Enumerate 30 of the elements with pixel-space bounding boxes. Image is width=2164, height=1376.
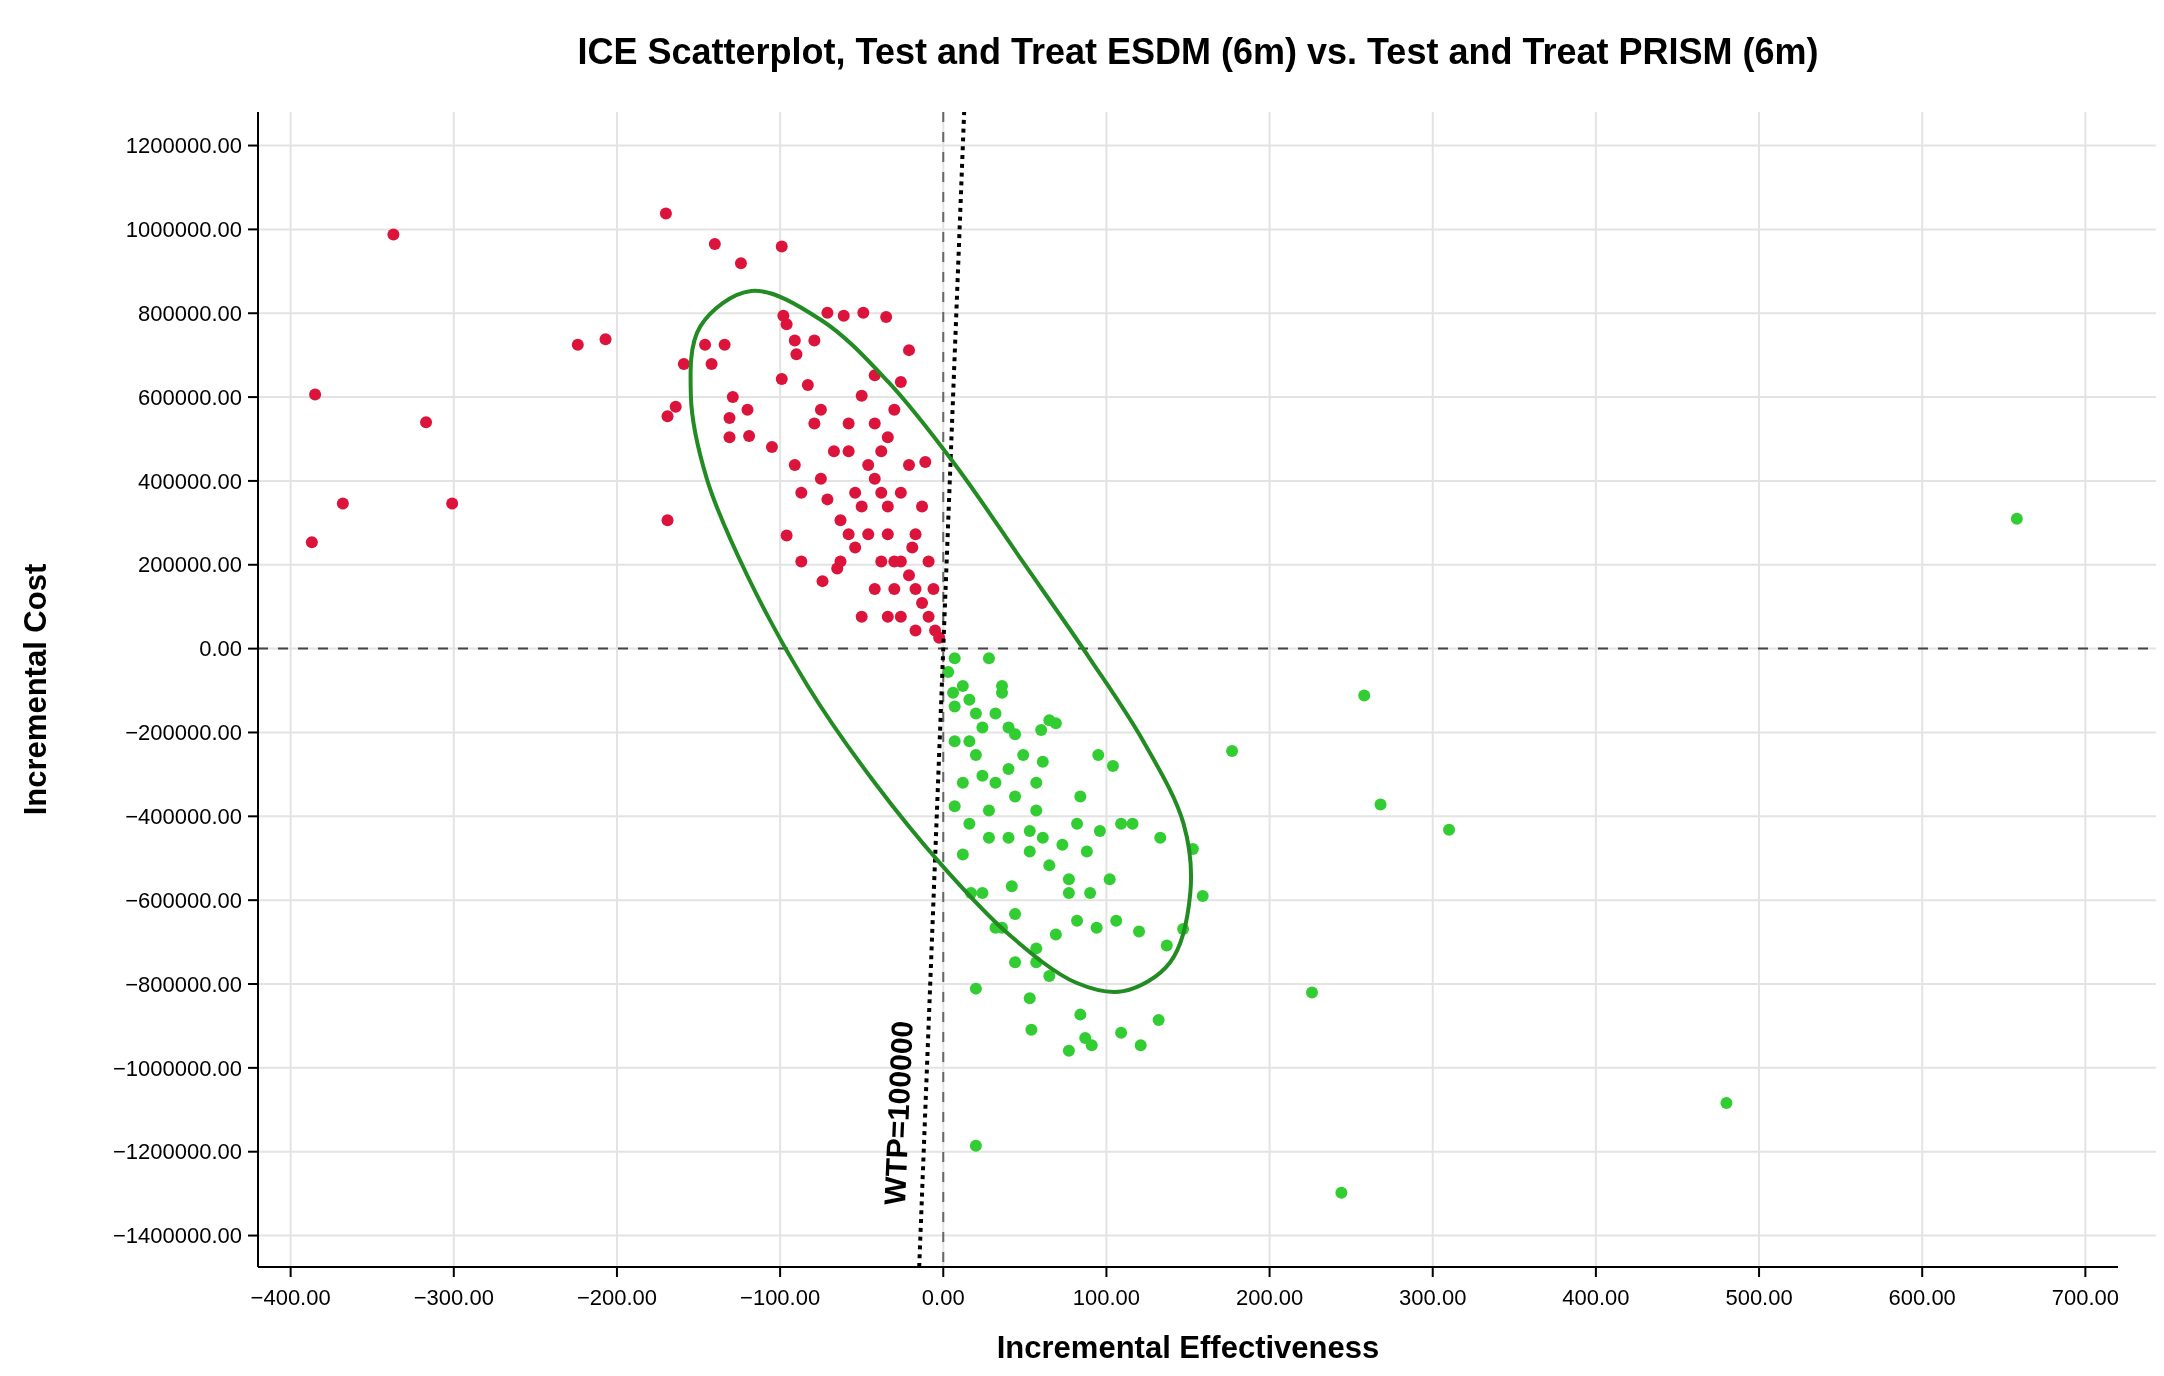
annotation: WTP=100000 bbox=[878, 1020, 919, 1206]
y-axis-title: Incremental Cost bbox=[18, 563, 53, 816]
y-tick-label: −1000000.00 bbox=[112, 1055, 242, 1081]
x-tick-label: −100.00 bbox=[740, 1285, 821, 1310]
y-tick-label: −200000.00 bbox=[125, 720, 242, 746]
y-tick-label: 400000.00 bbox=[138, 468, 242, 494]
y-tick-label: −1200000.00 bbox=[112, 1139, 242, 1165]
y-tick-label: 0.00 bbox=[199, 636, 242, 662]
x-tick-label: 300.00 bbox=[1399, 1285, 1467, 1310]
x-tick-label: 700.00 bbox=[2051, 1285, 2120, 1310]
y-tick-label: −600000.00 bbox=[125, 887, 242, 913]
y-tick-label: 800000.00 bbox=[138, 300, 242, 326]
x-tick-label: 0.00 bbox=[921, 1285, 965, 1310]
y-tick-label: 200000.00 bbox=[138, 552, 242, 578]
x-tick-label: 600.00 bbox=[1888, 1285, 1956, 1310]
x-tick-label: 200.00 bbox=[1235, 1285, 1304, 1310]
x-tick-label: −400.00 bbox=[250, 1285, 331, 1310]
y-tick-label: 600000.00 bbox=[138, 384, 242, 410]
y-tick-label: −800000.00 bbox=[125, 971, 242, 997]
x-tick-label: 400.00 bbox=[1562, 1285, 1630, 1310]
y-tick-label: 1200000.00 bbox=[125, 133, 242, 159]
y-tick-label: 1000000.00 bbox=[125, 217, 242, 243]
x-tick-label: −200.00 bbox=[576, 1285, 658, 1310]
y-tick-label: −1400000.00 bbox=[112, 1223, 242, 1249]
x-tick-label: 500.00 bbox=[1725, 1285, 1793, 1310]
x-axis-title: Incremental Effectiveness bbox=[996, 1330, 1380, 1365]
chart-title: ICE Scatterplot, Test and Treat ESDM (6m) vs. Test and Treat PRISM (6m) bbox=[577, 31, 1819, 72]
x-tick-label: −300.00 bbox=[413, 1285, 494, 1310]
x-tick-label: 100.00 bbox=[1072, 1285, 1141, 1310]
y-tick-label: −400000.00 bbox=[125, 804, 242, 830]
